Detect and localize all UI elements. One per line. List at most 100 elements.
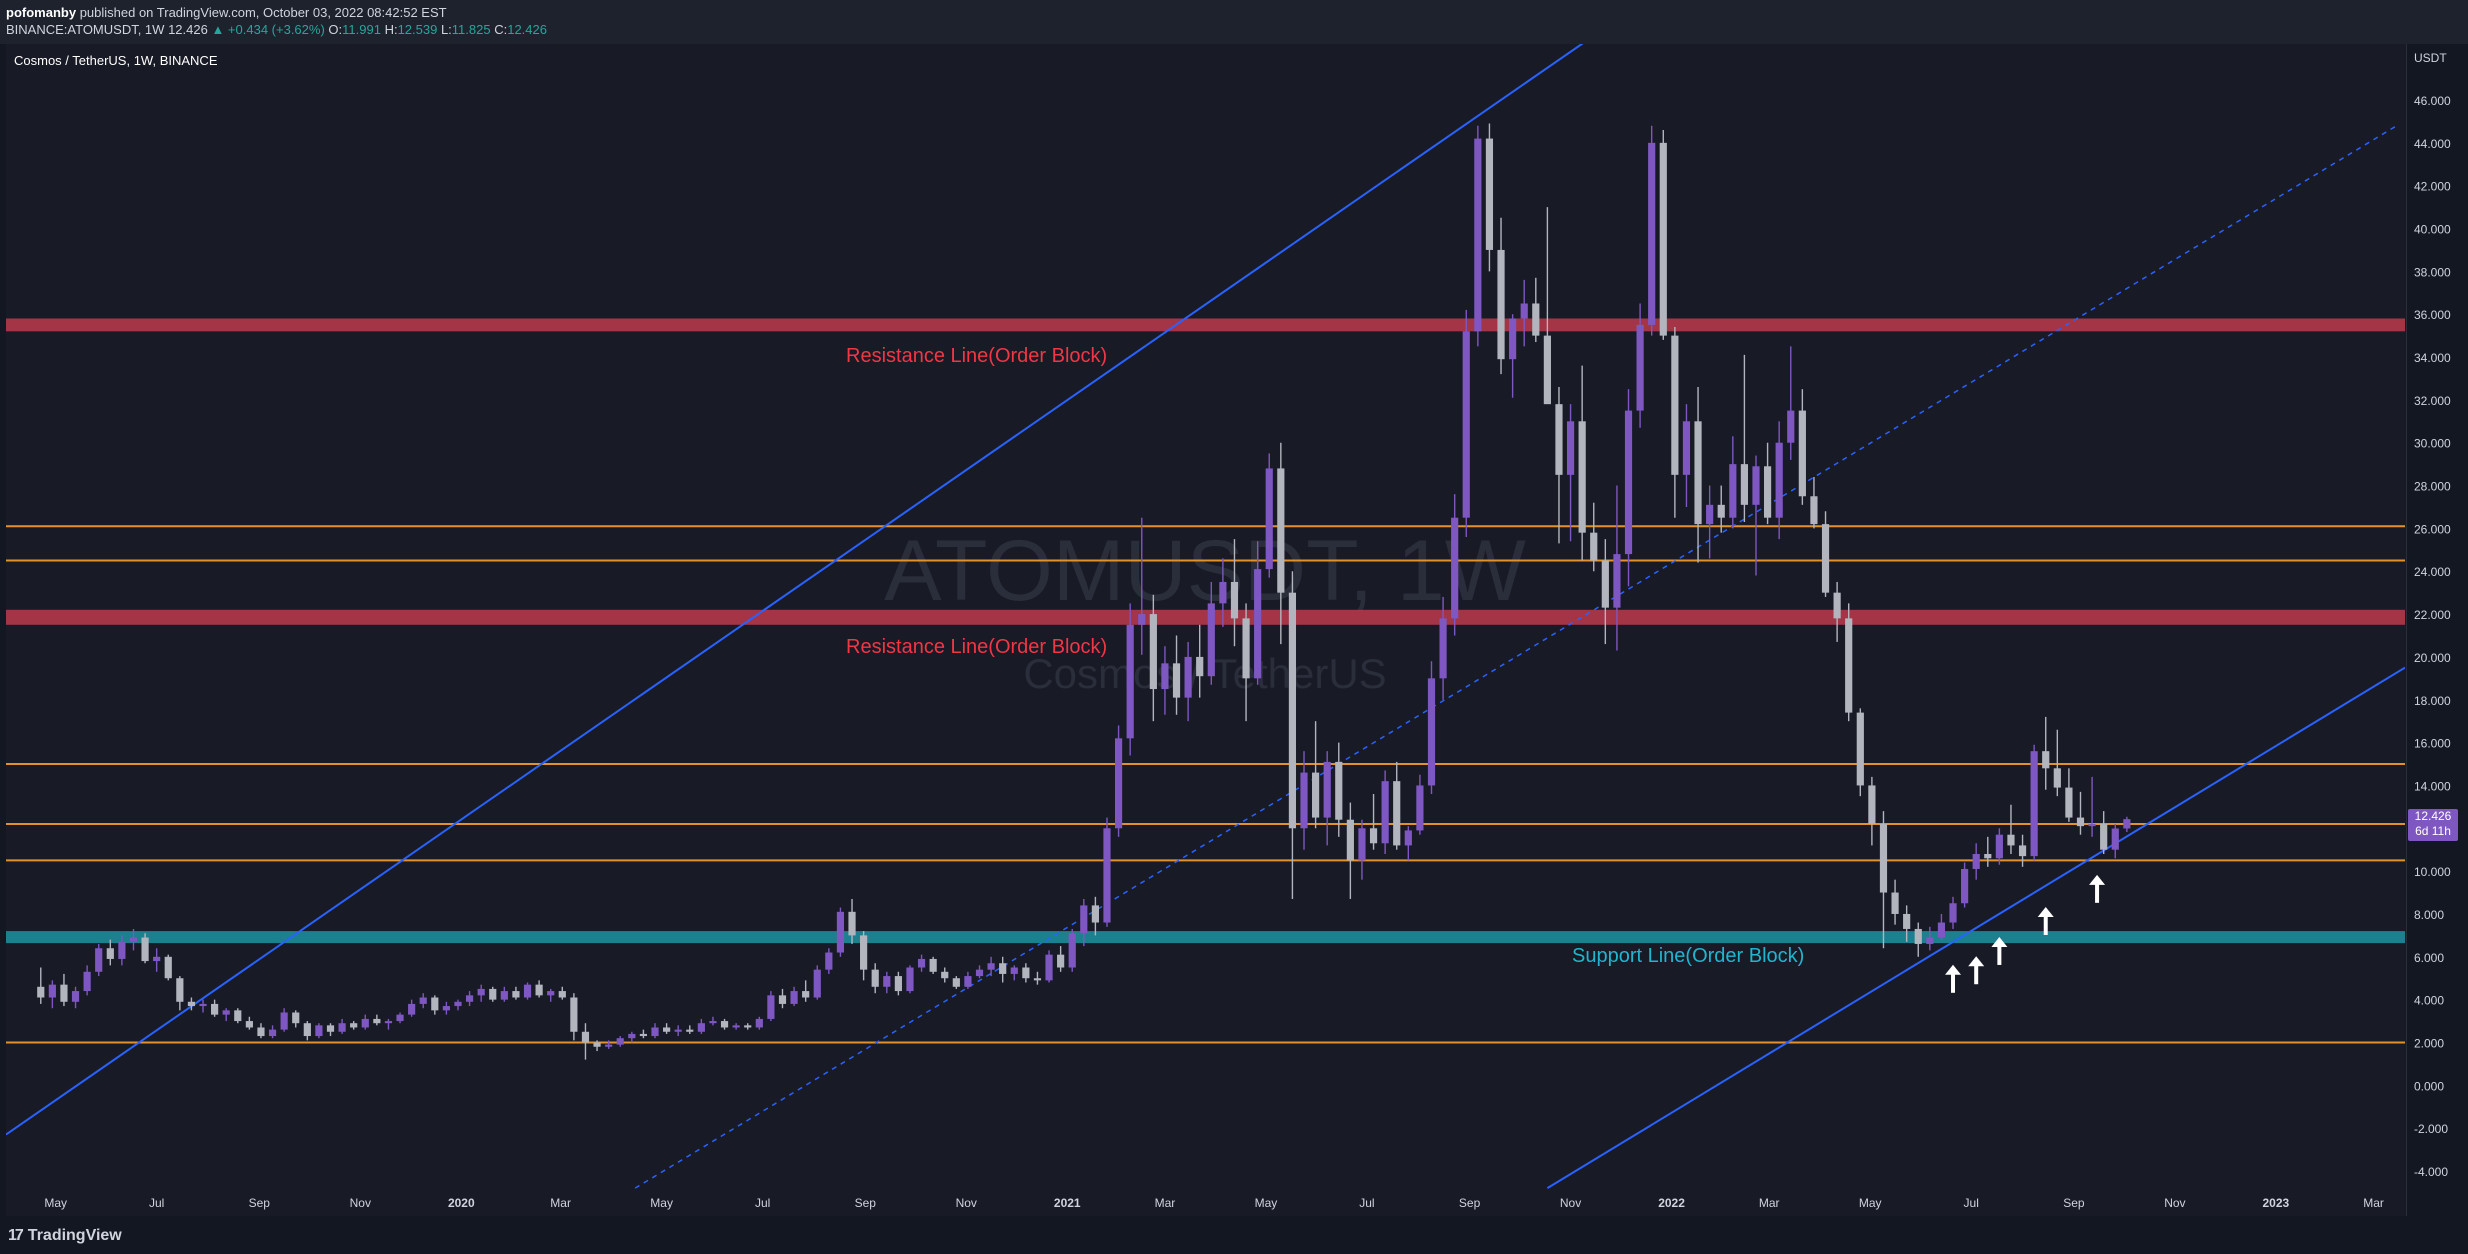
candle-body[interactable] [1091, 905, 1099, 923]
candle-body[interactable] [396, 1014, 404, 1022]
candle-body[interactable] [1543, 335, 1551, 405]
candle-body[interactable] [292, 1012, 300, 1024]
candle-body[interactable] [1114, 738, 1123, 829]
candle-body[interactable] [1033, 978, 1042, 981]
candle-body[interactable] [744, 1025, 752, 1028]
candle-body[interactable] [628, 1033, 636, 1039]
candle-body[interactable] [1937, 922, 1946, 938]
candle-body[interactable] [60, 984, 68, 1002]
candle-body[interactable] [1856, 712, 1864, 786]
candle-body[interactable] [1416, 785, 1424, 831]
candle-body[interactable] [964, 976, 972, 987]
candle-body[interactable] [95, 948, 103, 972]
candle-body[interactable] [48, 984, 56, 998]
candle-body[interactable] [1740, 464, 1748, 505]
candle-body[interactable] [767, 995, 775, 1019]
candle-body[interactable] [570, 997, 578, 1032]
candle-body[interactable] [83, 971, 91, 992]
candle-body[interactable] [245, 1021, 253, 1028]
candle-body[interactable] [1427, 678, 1436, 786]
candle-body[interactable] [1972, 853, 1980, 869]
candle-body[interactable] [848, 911, 856, 936]
candle-body[interactable] [1648, 142, 1656, 325]
candle-body[interactable] [1404, 830, 1412, 846]
candle-body[interactable] [1624, 410, 1633, 555]
chart-pane[interactable] [6, 44, 2406, 1216]
candle-body[interactable] [883, 976, 891, 987]
candle-body[interactable] [1323, 761, 1331, 818]
candle-body[interactable] [465, 995, 474, 1002]
candle-body[interactable] [1312, 772, 1320, 818]
candle-body[interactable] [338, 1023, 346, 1032]
candle-body[interactable] [697, 1023, 705, 1032]
channel-trendline[interactable] [634, 125, 2398, 1189]
candle-body[interactable] [1763, 466, 1772, 518]
candle-body[interactable] [860, 935, 868, 970]
candle-body[interactable] [71, 991, 80, 1002]
candle-body[interactable] [1138, 614, 1146, 625]
candle-body[interactable] [1288, 592, 1297, 829]
candle-body[interactable] [419, 997, 427, 1004]
candle-body[interactable] [187, 1001, 196, 1007]
candle-body[interactable] [315, 1025, 323, 1037]
candle-body[interactable] [1729, 464, 1737, 518]
candle-body[interactable] [651, 1027, 659, 1037]
candle-body[interactable] [755, 1018, 763, 1028]
candle-body[interactable] [1578, 421, 1586, 533]
candle-body[interactable] [1300, 772, 1308, 829]
candle-body[interactable] [1601, 560, 1609, 608]
candle-body[interactable] [1462, 331, 1470, 518]
candle-body[interactable] [373, 1018, 381, 1024]
candle-body[interactable] [176, 978, 184, 1002]
candle-body[interactable] [211, 1003, 219, 1015]
candle-body[interactable] [1961, 868, 1969, 904]
candle-body[interactable] [778, 995, 787, 1004]
candle-body[interactable] [2007, 834, 2015, 846]
candle-body[interactable] [975, 969, 984, 977]
candle-body[interactable] [1752, 466, 1760, 505]
candle-body[interactable] [1184, 656, 1192, 698]
candle-body[interactable] [1613, 554, 1621, 608]
candle-body[interactable] [1717, 504, 1725, 518]
candle-body[interactable] [999, 963, 1007, 974]
candle-body[interactable] [929, 958, 937, 972]
candle-body[interactable] [1369, 828, 1378, 844]
candle-body[interactable] [1358, 828, 1366, 861]
candle-body[interactable] [1775, 442, 1783, 518]
candle-body[interactable] [489, 988, 497, 1000]
candle-body[interactable] [1126, 624, 1134, 739]
candle-body[interactable] [1659, 142, 1667, 336]
channel-trendline[interactable] [6, 36, 1594, 1136]
candle-body[interactable] [535, 984, 543, 996]
candle-body[interactable] [523, 984, 532, 998]
candle-body[interactable] [1509, 318, 1517, 360]
candle-body[interactable] [1335, 761, 1343, 820]
candle-body[interactable] [894, 976, 902, 992]
candle-body[interactable] [1555, 404, 1563, 475]
candle-body[interactable] [1045, 954, 1053, 981]
candle-body[interactable] [408, 1003, 416, 1015]
channel-trendline[interactable] [1546, 666, 2405, 1189]
candle-body[interactable] [141, 937, 149, 962]
candle-body[interactable] [802, 991, 810, 998]
candle-body[interactable] [2100, 823, 2108, 850]
candle-body[interactable] [663, 1027, 671, 1032]
candle-body[interactable] [813, 969, 821, 998]
candle-body[interactable] [280, 1012, 288, 1030]
candle-body[interactable] [1787, 410, 1795, 443]
candle-body[interactable] [2042, 751, 2050, 769]
candle-body[interactable] [1903, 913, 1911, 929]
candle-body[interactable] [906, 967, 914, 992]
candle-body[interactable] [1485, 138, 1494, 250]
candle-body[interactable] [454, 1001, 462, 1007]
candle-body[interactable] [2111, 828, 2119, 850]
candle-body[interactable] [129, 937, 138, 942]
candle-body[interactable] [1879, 823, 1888, 893]
candle-body[interactable] [199, 1003, 207, 1007]
candle-body[interactable] [709, 1021, 717, 1024]
candle-body[interactable] [1706, 504, 1714, 525]
candle-body[interactable] [1010, 967, 1018, 974]
candle-body[interactable] [1497, 249, 1505, 360]
candle-body[interactable] [431, 997, 439, 1011]
